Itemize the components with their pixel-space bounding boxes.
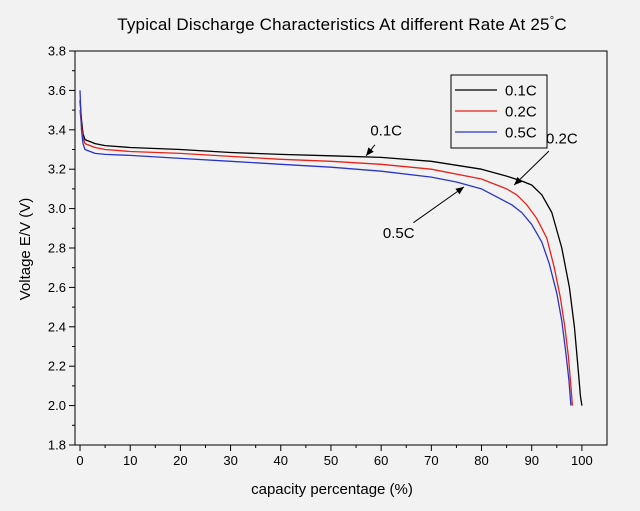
y-tick-label: 2.6 [48,280,66,295]
chart-title-text: Typical Discharge Characteristics At dif… [117,15,550,34]
x-tick-label: 40 [274,453,288,468]
series-line-0_5C [79,90,572,406]
y-tick-label: 3.0 [48,201,66,216]
y-tick-label: 2.4 [48,319,66,334]
x-tick-label: 20 [173,453,187,468]
x-tick-label: 80 [474,453,488,468]
legend-label: 0.5C [505,125,537,142]
chart-title-unit: C [554,15,566,34]
legend-label: 0.1C [505,83,537,100]
annotation-arrow-line [413,186,465,224]
annotation-label: 0.1C [370,123,402,140]
chart-title-degree: ° [550,15,555,27]
annotation-arrowhead [366,147,374,156]
annotation-arrowhead [455,186,464,195]
y-axis-label: Voltage E/V (V) [17,198,34,301]
y-axis: 1.8 2.0 2.2 2.4 2.6 2.8 3.0 3.2 3.4 3.6 3.8 [48,44,75,453]
annotation-label: 0.5C [383,225,415,242]
y-tick-label: 2.8 [48,241,66,256]
annotation-arrowhead [514,176,523,185]
annotations: 0.1C 0.2C 0.5C [365,123,578,242]
y-tick-label: 2.2 [48,359,66,374]
x-tick-label: 60 [374,453,388,468]
chart-title: Typical Discharge Characteristics At dif… [117,15,567,34]
legend: 0.1C 0.2C 0.5C [450,74,548,149]
x-axis: 0 10 20 30 40 50 60 70 80 90 100 [76,445,593,468]
legend-label: 0.2C [505,104,537,121]
series-line-0_2C [79,110,574,406]
x-tick-label: 90 [524,453,538,468]
x-tick-label: 30 [223,453,237,468]
x-tick-label: 70 [424,453,438,468]
y-tick-label: 1.8 [48,438,66,453]
y-tick-label: 3.8 [48,44,66,59]
y-tick-label: 3.6 [48,83,66,98]
series-lines [79,90,583,406]
annotation-label: 0.2C [546,131,578,148]
y-tick-label: 3.2 [48,162,66,177]
x-tick-label: 0 [76,453,83,468]
x-tick-label: 100 [571,453,593,468]
series-line-0_1C [79,100,583,406]
x-tick-label: 10 [123,453,137,468]
annotation-arrow-line [513,150,550,186]
x-axis-label: capacity percentage (%) [251,481,413,498]
x-tick-label: 50 [324,453,338,468]
y-tick-label: 3.4 [48,122,66,137]
y-tick-label: 2.0 [48,398,66,413]
